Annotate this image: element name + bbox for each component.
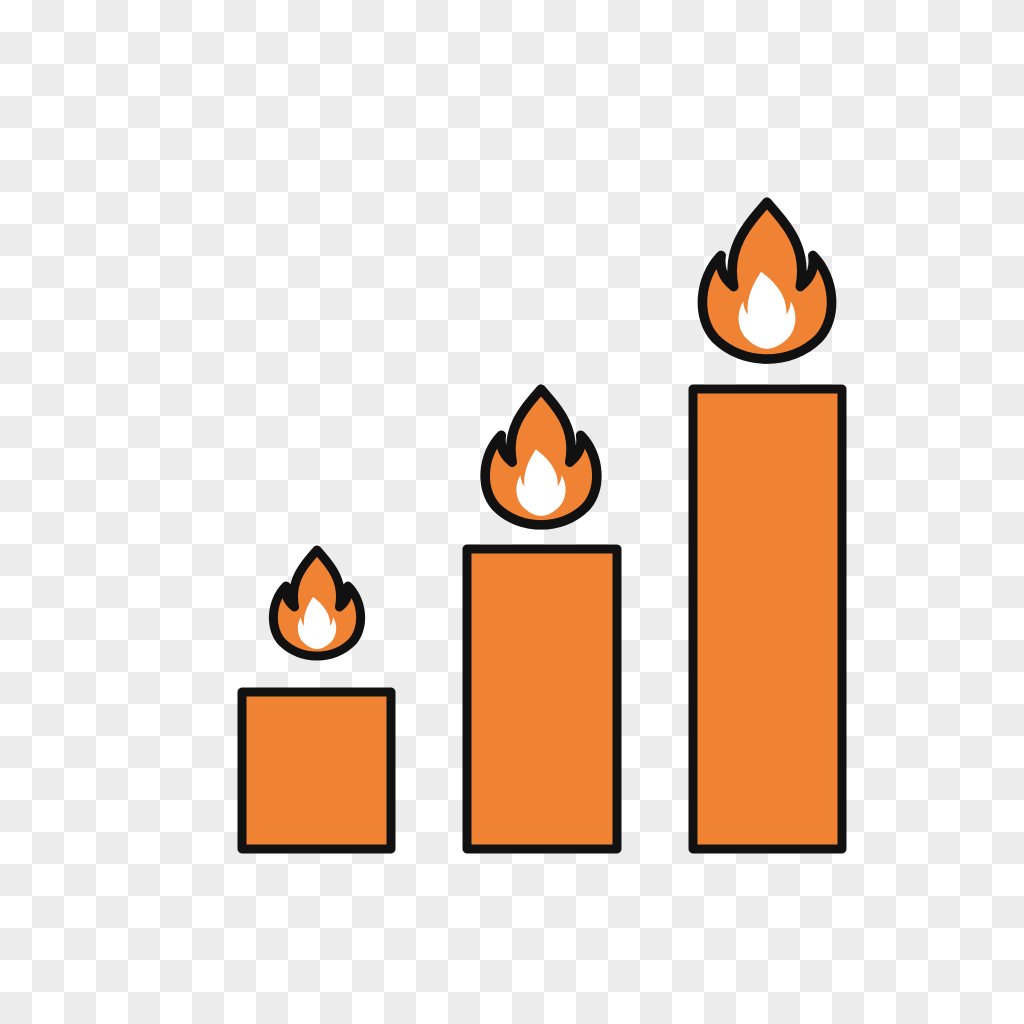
bar-tall [688, 384, 847, 854]
flame-icon-large [702, 202, 831, 359]
flame-icon-medium [485, 389, 597, 525]
bar-short [237, 687, 396, 854]
flame-icon-small [273, 550, 360, 656]
bar-medium [462, 544, 622, 854]
